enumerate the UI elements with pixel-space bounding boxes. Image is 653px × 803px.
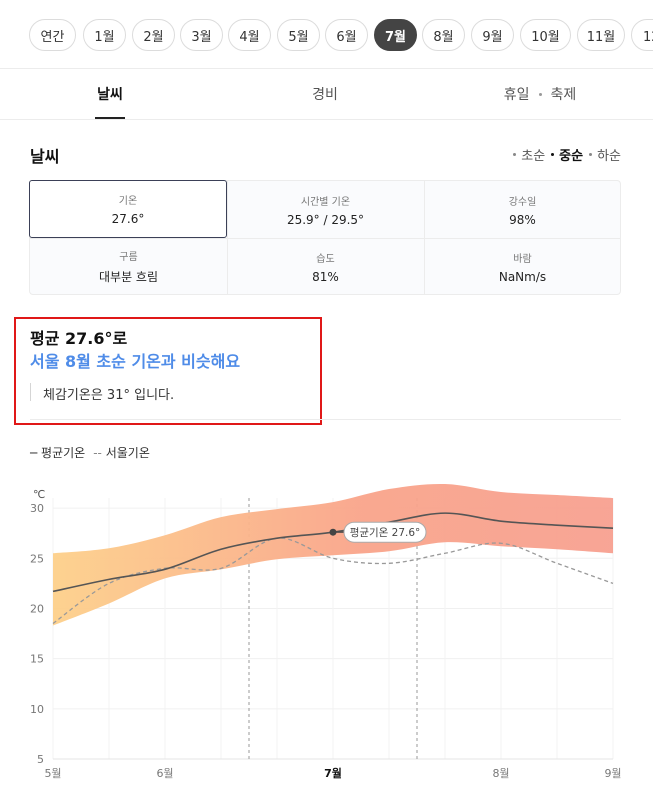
y-tick-label: 10 (30, 703, 44, 716)
weather-info-grid: 기온 27.6° 시간별 기온 25.9° / 29.5° 강수일 98% 구름… (29, 180, 621, 295)
tab-holiday-festival[interactable]: 휴일 축제 (450, 69, 630, 119)
legend-seoul: -- 서울기온 (93, 444, 150, 461)
y-tick-label: 5 (37, 753, 44, 766)
y-tick-label: 25 (30, 552, 44, 565)
month-pill-6[interactable]: 6월 (325, 19, 368, 51)
period-mid-label: 중순 (559, 149, 584, 164)
month-pill-annual[interactable]: 연간 (29, 19, 76, 51)
y-tick-label: 20 (30, 602, 44, 615)
y-tick-label: 15 (30, 653, 44, 666)
wind-value: NaNm/s (498, 269, 547, 284)
tab-holiday-label: 휴일 (503, 87, 530, 103)
period-late-label: 하순 (597, 149, 621, 164)
info-cell-rain[interactable]: 강수일 98% (424, 181, 621, 238)
cloud-value: 대부분 흐림 (98, 270, 158, 284)
month-pill-7[interactable]: 7월 (374, 19, 417, 51)
month-pill-11[interactable]: 11월 (577, 19, 625, 51)
temp-value: 27.6° (111, 212, 145, 226)
marker-label: 평균기온 27.6° (350, 527, 421, 539)
info-cell-wind[interactable]: 바람 NaNm/s (424, 238, 621, 295)
y-unit-label: ℃ (33, 488, 45, 501)
period-late[interactable]: 하순 (589, 145, 621, 164)
summary-comparison: 서울 8월 초순 기온과 비슷해요 (30, 352, 241, 371)
info-cell-temp[interactable]: 기온 27.6° (29, 180, 227, 238)
highlight-box (14, 317, 322, 425)
period-selector: 초순 중순 하순 (513, 145, 621, 164)
cloud-label: 구름 (119, 252, 138, 263)
month-pill-5[interactable]: 5월 (277, 19, 320, 51)
category-tabs: 날씨 경비 휴일 축제 (0, 69, 653, 120)
month-pill-8[interactable]: 8월 (422, 19, 465, 51)
dashed-line-icon: -- (93, 446, 106, 460)
y-tick-label: 30 (30, 502, 44, 515)
legend-avg-label: 평균기온 (41, 446, 86, 460)
month-selector: 연간 1월 2월 3월 4월 5월 6월 7월 8월 9월 10월 11월 12… (0, 0, 653, 69)
separator-dot (538, 92, 542, 96)
temperature-chart: ℃ 5 10 15 20 25 30 평균기온 27.6° 5월 6월 7월 8월 9월 (30, 483, 622, 780)
month-pill-2[interactable]: 2월 (132, 19, 175, 51)
divider (30, 238, 620, 239)
bullet-icon (513, 153, 517, 156)
legend-seoul-label: 서울기온 (105, 446, 150, 460)
solid-line-icon: ─ (30, 446, 42, 460)
marker-tooltip (343, 521, 427, 543)
info-cell-humidity[interactable]: 습도 81% (227, 238, 424, 295)
temp-label: 기온 (118, 196, 138, 207)
x-tick-label: 8월 (492, 767, 509, 780)
rain-label: 강수일 (508, 196, 537, 208)
summary-average: 평균 27.6°로 (30, 329, 128, 348)
rain-value: 98% (509, 212, 536, 227)
hourly-value: 25.9° / 29.5° (286, 212, 365, 227)
x-tick-label: 6월 (156, 767, 173, 780)
legend-avg: ─ 평균기온 (30, 444, 85, 461)
x-tick-label: 7월 (324, 766, 342, 780)
temperature-range-band (53, 483, 613, 626)
bullet-icon (589, 153, 593, 156)
month-pill-3[interactable]: 3월 (180, 19, 223, 51)
hourly-label: 시간별 기온 (300, 196, 351, 208)
divider (424, 181, 425, 294)
quote-bar (30, 383, 31, 401)
tab-cost[interactable]: 경비 (312, 87, 338, 103)
chart-legend: ─ 평균기온 -- 서울기온 (30, 444, 150, 461)
month-pill-10[interactable]: 10월 (520, 19, 571, 51)
month-pill-4[interactable]: 4월 (228, 19, 271, 51)
month-pill-9[interactable]: 9월 (471, 19, 514, 51)
wind-label: 바람 (513, 253, 532, 265)
humidity-value: 81% (312, 269, 339, 284)
period-mid[interactable]: 중순 (551, 145, 583, 164)
series-seoul-line (52, 537, 614, 625)
divider (227, 181, 228, 294)
period-early[interactable]: 초순 (513, 145, 545, 164)
section-title: 날씨 (30, 147, 60, 166)
feels-like-text: 체감기온은 31° 입니다. (43, 388, 175, 403)
x-tick-label: 9월 (604, 767, 621, 780)
info-cell-hourly[interactable]: 시간별 기온 25.9° / 29.5° (227, 181, 424, 238)
tab-weather[interactable]: 날씨 (97, 87, 123, 103)
active-tab-indicator (95, 117, 125, 119)
info-cell-cloud[interactable]: 구름 대부분 흐림 (30, 238, 227, 295)
humidity-label: 습도 (316, 253, 335, 265)
period-early-label: 초순 (521, 149, 546, 164)
tab-festival-label: 축제 (550, 87, 577, 103)
month-pill-1[interactable]: 1월 (83, 19, 126, 51)
x-tick-label: 5월 (44, 767, 61, 780)
bullet-icon (551, 153, 555, 156)
month-pill-12[interactable]: 12월 (631, 19, 653, 51)
divider (30, 419, 621, 420)
